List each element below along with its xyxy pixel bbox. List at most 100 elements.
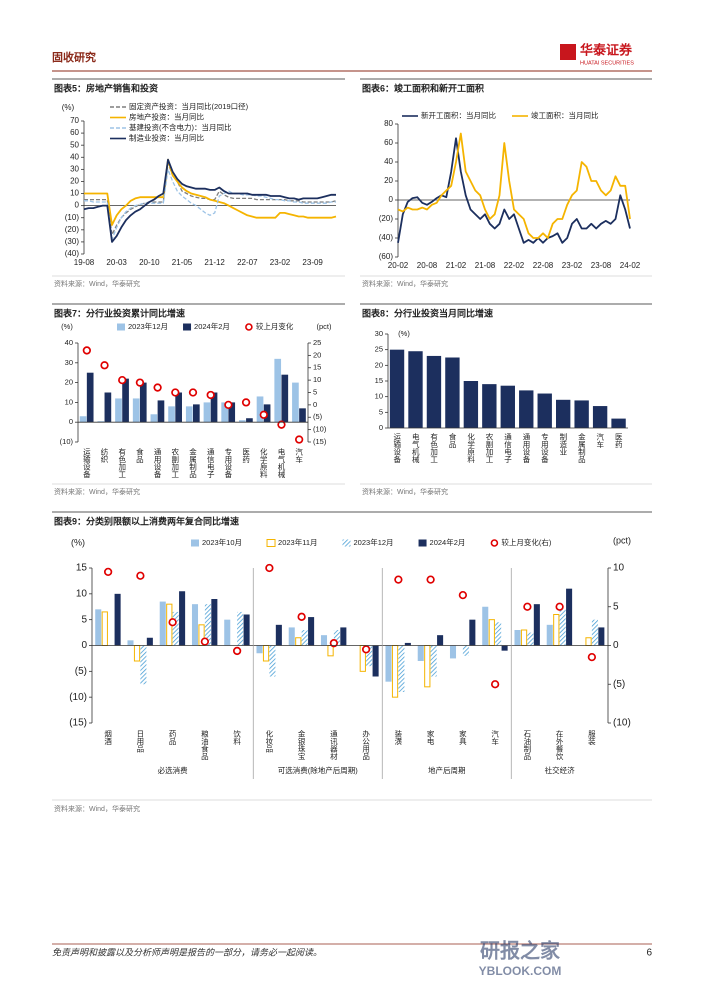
x-tick-label: 烟酒 xyxy=(103,730,112,747)
y-tick-label: (30) xyxy=(65,237,80,246)
x-tick-label: 专用设备 xyxy=(540,432,549,465)
legend-swatch xyxy=(245,323,253,331)
y2-tick-label: (15) xyxy=(313,437,327,446)
axis-unit: (%) xyxy=(71,537,85,547)
change-marker xyxy=(297,612,306,621)
bar xyxy=(269,645,276,677)
x-tick-label: 20-02 xyxy=(388,261,409,270)
x-tick-label: 食品 xyxy=(448,432,457,450)
x-tick-label: 家具 xyxy=(458,729,467,747)
bar xyxy=(262,645,270,662)
group-label: 地产后周期 xyxy=(428,765,466,775)
y-tick-label: 0 xyxy=(379,423,383,432)
x-tick-label: 通信电子 xyxy=(503,432,512,464)
bar xyxy=(256,396,264,423)
bar xyxy=(463,381,479,428)
y-tick-label: 10 xyxy=(76,588,88,599)
bar xyxy=(299,408,306,423)
figure-source: 资料来源：Wind，华泰研究 xyxy=(54,279,140,288)
bar xyxy=(404,642,411,646)
change-marker xyxy=(103,567,113,577)
x-tick-label: 通讯器材 xyxy=(329,729,338,761)
x-tick-label: 有色加工 xyxy=(429,432,438,464)
y2-tick-label: 10 xyxy=(613,563,625,574)
y-tick-label: 0 xyxy=(69,417,73,426)
legend-label: 较上月变化(右) xyxy=(501,537,551,547)
x-tick-label: 23-02 xyxy=(562,261,583,270)
bar xyxy=(79,416,87,423)
y-tick-label: 30 xyxy=(65,358,73,367)
bar xyxy=(469,619,476,646)
change-marker xyxy=(259,410,268,419)
bar xyxy=(288,627,295,646)
bar xyxy=(150,414,158,423)
bar xyxy=(146,637,153,646)
bar xyxy=(115,398,122,423)
bar xyxy=(210,392,218,423)
bar xyxy=(527,632,534,646)
bar xyxy=(274,358,282,423)
axis-unit: (pct) xyxy=(317,322,333,331)
legend-label: 2024年2月 xyxy=(430,537,466,547)
bar xyxy=(179,591,186,646)
x-tick-label: 农副加工 xyxy=(485,432,494,464)
bar xyxy=(243,614,250,646)
y-tick-label: (10) xyxy=(69,692,87,703)
line-series xyxy=(84,158,337,226)
group-label: 必选消费 xyxy=(158,765,188,775)
bar xyxy=(159,601,166,646)
bar xyxy=(97,421,105,423)
y-tick-label: 15 xyxy=(76,563,88,574)
bar xyxy=(592,406,608,428)
x-tick-label: 农副加工 xyxy=(171,447,180,479)
change-marker xyxy=(426,575,435,584)
change-marker xyxy=(206,390,215,400)
y-tick-label: (40) xyxy=(379,233,394,242)
y-tick-label: 40 xyxy=(384,157,393,166)
x-tick-label: 运输设备 xyxy=(392,433,401,465)
y2-tick-label: (10) xyxy=(613,718,631,729)
y-tick-label: (60) xyxy=(379,252,394,261)
bar xyxy=(519,390,534,428)
y-tick-label: (5) xyxy=(75,666,87,677)
x-tick-label: 金属制品 xyxy=(188,447,197,480)
line-series xyxy=(84,168,336,241)
y-tick-label: 0 xyxy=(81,640,87,651)
bar xyxy=(488,619,495,647)
x-tick-label: 医药 xyxy=(614,433,623,450)
bar xyxy=(417,645,424,661)
bar xyxy=(95,609,102,646)
axis-unit: (%) xyxy=(398,329,410,338)
bar xyxy=(389,349,405,428)
bar xyxy=(366,645,373,667)
change-marker xyxy=(100,361,109,370)
x-tick-label: 23-08 xyxy=(591,261,612,270)
bar xyxy=(320,635,328,646)
legend-label: 房地产投资：当月同比 xyxy=(129,111,204,121)
change-marker xyxy=(153,383,162,392)
change-marker xyxy=(394,575,403,584)
bar xyxy=(239,420,246,423)
y-tick-label: 20 xyxy=(65,378,73,387)
change-marker xyxy=(232,646,242,656)
x-tick-label: 19-08 xyxy=(74,258,95,267)
bar xyxy=(533,604,540,646)
y-tick-label: 10 xyxy=(375,392,383,401)
y-tick-label: 25 xyxy=(375,345,383,354)
bar xyxy=(237,611,244,646)
x-tick-label: 21-12 xyxy=(204,258,225,267)
legend-label: 固定资产投资：当月同比(2019口径) xyxy=(129,101,249,111)
change-marker xyxy=(523,602,532,611)
figure-source: 资料来源：Wind，华泰研究 xyxy=(362,279,448,288)
change-marker xyxy=(224,400,233,410)
bar xyxy=(114,593,121,646)
y-tick-label: 40 xyxy=(65,338,73,347)
x-tick-label: 医药 xyxy=(241,448,250,465)
bar xyxy=(139,382,147,423)
y-tick-label: 0 xyxy=(75,201,80,210)
y-tick-label: 50 xyxy=(70,140,79,149)
x-tick-label: 23-09 xyxy=(302,258,323,267)
bar xyxy=(537,393,552,428)
bar xyxy=(398,645,405,692)
